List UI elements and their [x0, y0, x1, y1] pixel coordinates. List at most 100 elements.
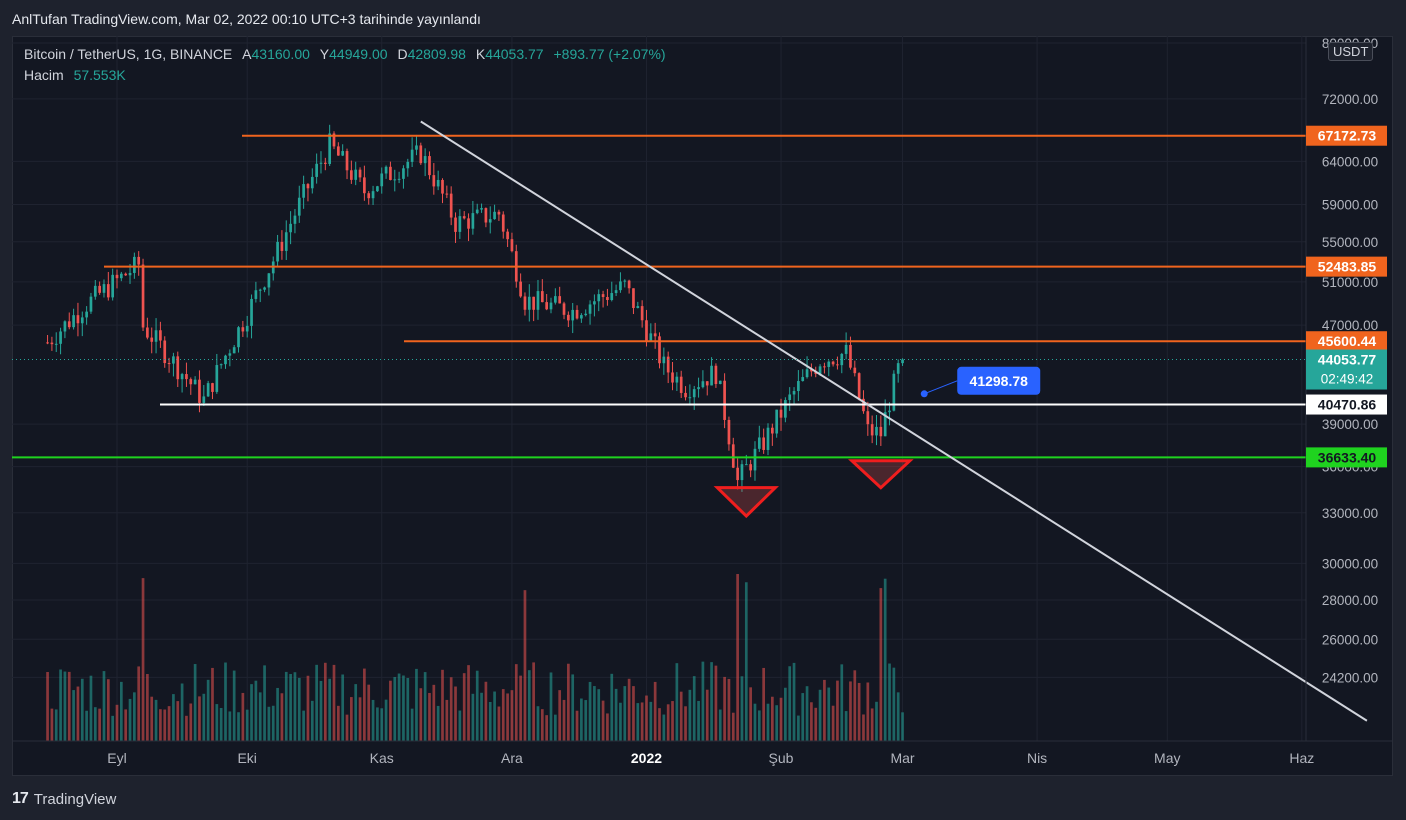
volume-bar [63, 671, 67, 741]
candle-body [180, 374, 184, 380]
candle-body [332, 133, 336, 147]
candle-body [823, 366, 826, 368]
candle-body [98, 285, 101, 293]
volume-bar [714, 665, 718, 741]
volume-bar [475, 670, 479, 741]
volume-bar [462, 673, 466, 741]
candle-body [731, 444, 735, 468]
volume-bar [228, 711, 232, 741]
volume-bar [189, 703, 193, 741]
volume-bar [562, 699, 566, 741]
candle-body [354, 169, 358, 180]
price-chart[interactable]: 41298.78 80000.0072000.0064000.0059000.0… [12, 36, 1393, 776]
volume-bar [297, 677, 301, 741]
candle-body [363, 177, 366, 194]
candle-body [527, 296, 531, 310]
volume-bar [632, 686, 635, 741]
volume-bar [98, 708, 101, 741]
volume-bar [410, 708, 414, 741]
volume-bar [766, 703, 770, 741]
candle-body [150, 337, 154, 342]
volume-bar [72, 690, 75, 741]
candle-body [389, 166, 392, 180]
volume-bars [46, 574, 904, 741]
candle-body [788, 394, 792, 401]
price-axis: 80000.0072000.0064000.0059000.0055000.00… [12, 36, 1393, 742]
candle-body [840, 353, 844, 366]
candle-body [167, 363, 171, 365]
candle-body [202, 396, 206, 403]
candle-body [133, 256, 136, 273]
volume-bar [119, 681, 123, 741]
candle-body [775, 409, 779, 434]
candle-body [536, 291, 540, 310]
currency-badge[interactable]: USDT [1328, 42, 1374, 61]
candle-body [714, 365, 718, 385]
volume-bar [358, 697, 362, 741]
down-triangle-marker [713, 486, 779, 519]
volume-bar [176, 701, 180, 741]
volume-bar [497, 706, 501, 741]
symbol-label[interactable]: Bitcoin / TetherUS, 1G, BINANCE [24, 46, 233, 62]
candle-body [449, 193, 453, 218]
volume-bar [862, 714, 865, 741]
volume-bar [718, 709, 722, 741]
candle-body [380, 173, 384, 187]
volume-bar [506, 693, 509, 741]
volume-bar [436, 705, 440, 741]
volume-bar [280, 693, 284, 741]
volume-bar [679, 691, 683, 741]
volume-bar [692, 676, 696, 741]
candle-body [85, 311, 88, 318]
candle-body [792, 391, 796, 395]
candle-body [853, 367, 857, 374]
candle-body [619, 281, 622, 291]
candle-body [753, 448, 757, 471]
trendline [420, 120, 1368, 722]
volume-bar [840, 664, 844, 741]
volume-bar [172, 694, 175, 741]
volume-bar [124, 709, 128, 741]
candle-body [836, 364, 839, 366]
candle-body [896, 363, 900, 374]
candle-body [176, 356, 180, 380]
volume-bar [797, 715, 800, 741]
candle-body [436, 179, 440, 187]
volume-bar [389, 680, 392, 741]
candle-body [284, 232, 288, 251]
volume-bar [671, 701, 674, 741]
candle-body [484, 208, 488, 223]
level-price-label: 52483.85 [1318, 259, 1377, 275]
candle-body [744, 464, 748, 466]
volume-bar [271, 705, 275, 741]
volume-bar [588, 681, 592, 741]
candle-body [488, 219, 492, 223]
volume-bar [540, 709, 544, 741]
candle-body [358, 169, 362, 178]
candle-body [870, 424, 874, 436]
y-tick-label: 39000.00 [1322, 417, 1378, 432]
volume-bar [323, 662, 327, 741]
volume-bar [510, 690, 514, 741]
y-tick-label: 64000.00 [1322, 154, 1378, 169]
volume-bar [601, 700, 605, 741]
volume-label[interactable]: Hacim [24, 67, 64, 83]
candle-body [762, 437, 766, 450]
x-tick-label: Eki [237, 750, 256, 766]
candle-body [154, 330, 158, 342]
y-tick-label: 26000.00 [1322, 632, 1378, 647]
brand-footer[interactable]: 17 TradingView [12, 790, 116, 808]
candle-body [501, 214, 505, 232]
candle-body [575, 309, 579, 319]
volume-bar [701, 661, 705, 741]
candle-body [727, 419, 731, 445]
volume-bar [892, 667, 896, 741]
candle-body [627, 280, 631, 289]
volume-bar [723, 676, 726, 741]
volume-bar [662, 714, 666, 741]
candle-body [892, 373, 896, 411]
volume-bar [488, 702, 492, 741]
volume-bar [237, 712, 240, 741]
volume-bar [788, 666, 792, 741]
volume-bar [705, 689, 709, 741]
